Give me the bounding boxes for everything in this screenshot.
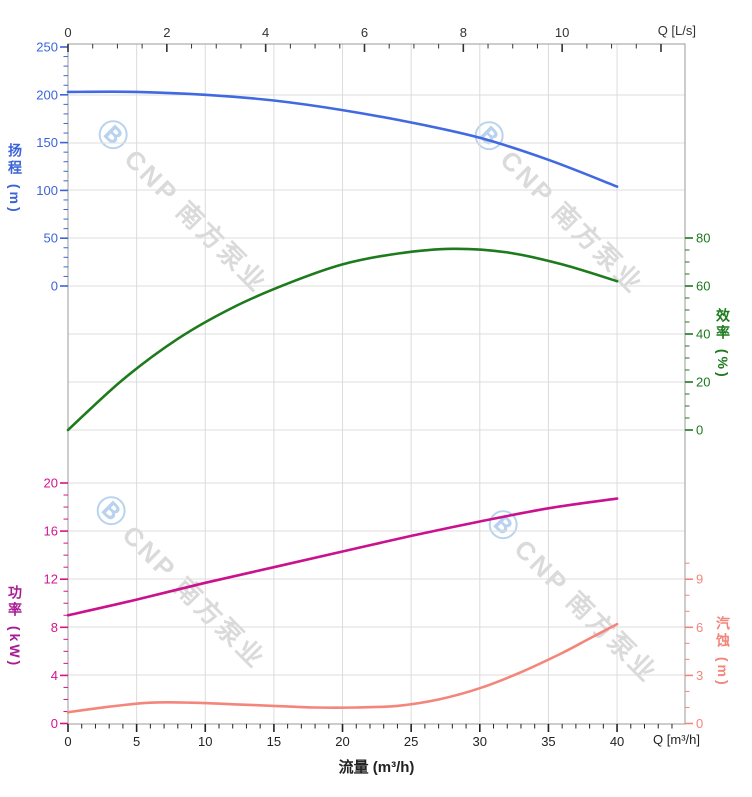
head-tick-label: 50 [44, 231, 58, 246]
efficiency-axis-title: 效率 (%) [715, 308, 731, 380]
efficiency-tick-label: 80 [696, 231, 710, 246]
npsh-tick-label: 0 [696, 716, 703, 731]
efficiency-tick-label: 20 [696, 375, 710, 390]
npsh-tick-label: 6 [696, 620, 703, 635]
x-top-tick-label: 8 [460, 25, 467, 40]
x-tick-label: 25 [404, 734, 418, 749]
x-tick-label: 20 [335, 734, 349, 749]
x-axis-unit-top: Q [L/s] [657, 23, 696, 38]
head-tick-label: 250 [36, 40, 58, 55]
x-top-tick-label: 2 [163, 25, 170, 40]
x-tick-label: 30 [473, 734, 487, 749]
efficiency-tick-label: 40 [696, 327, 710, 342]
head-tick-label: 100 [36, 183, 58, 198]
efficiency-tick-label: 0 [696, 423, 703, 438]
power-tick-label: 8 [51, 620, 58, 635]
power-tick-label: 12 [44, 572, 58, 587]
head-tick-label: 0 [51, 279, 58, 294]
head-curve [66, 90, 619, 188]
head-tick-label: 200 [36, 87, 58, 102]
power-axis-title: 功率 (kW) [7, 585, 23, 669]
npsh-curve [66, 622, 619, 714]
power-tick-label: 4 [51, 668, 58, 683]
x-tick-label: 35 [541, 734, 555, 749]
npsh-tick-label: 3 [696, 668, 703, 683]
power-tick-label: 16 [44, 524, 58, 539]
npsh-tick-label: 9 [696, 572, 703, 587]
x-top-tick-label: 6 [361, 25, 368, 40]
efficiency-tick-label: 60 [696, 279, 710, 294]
plot-frame [67, 43, 686, 725]
efficiency-curve [66, 247, 619, 432]
npsh-axis-title: 汽蚀 (m) [715, 616, 731, 688]
power-tick-label: 0 [51, 716, 58, 731]
x-top-tick-label: 0 [64, 25, 71, 40]
head-axis-title: 扬程 (m) [7, 143, 23, 215]
power-curve [66, 497, 619, 617]
x-tick-label: 0 [64, 734, 71, 749]
x-axis-title: 流量 (m³/h) [338, 759, 415, 776]
head-tick-label: 150 [36, 135, 58, 150]
power-tick-label: 20 [44, 476, 58, 491]
x-tick-label: 40 [610, 734, 624, 749]
x-tick-label: 10 [198, 734, 212, 749]
x-axis-unit-bottom: Q [m³/h] [653, 732, 700, 747]
x-top-tick-label: 4 [262, 25, 269, 40]
x-tick-label: 15 [267, 734, 281, 749]
x-top-tick-label: 10 [555, 25, 569, 40]
x-tick-label: 5 [133, 734, 140, 749]
